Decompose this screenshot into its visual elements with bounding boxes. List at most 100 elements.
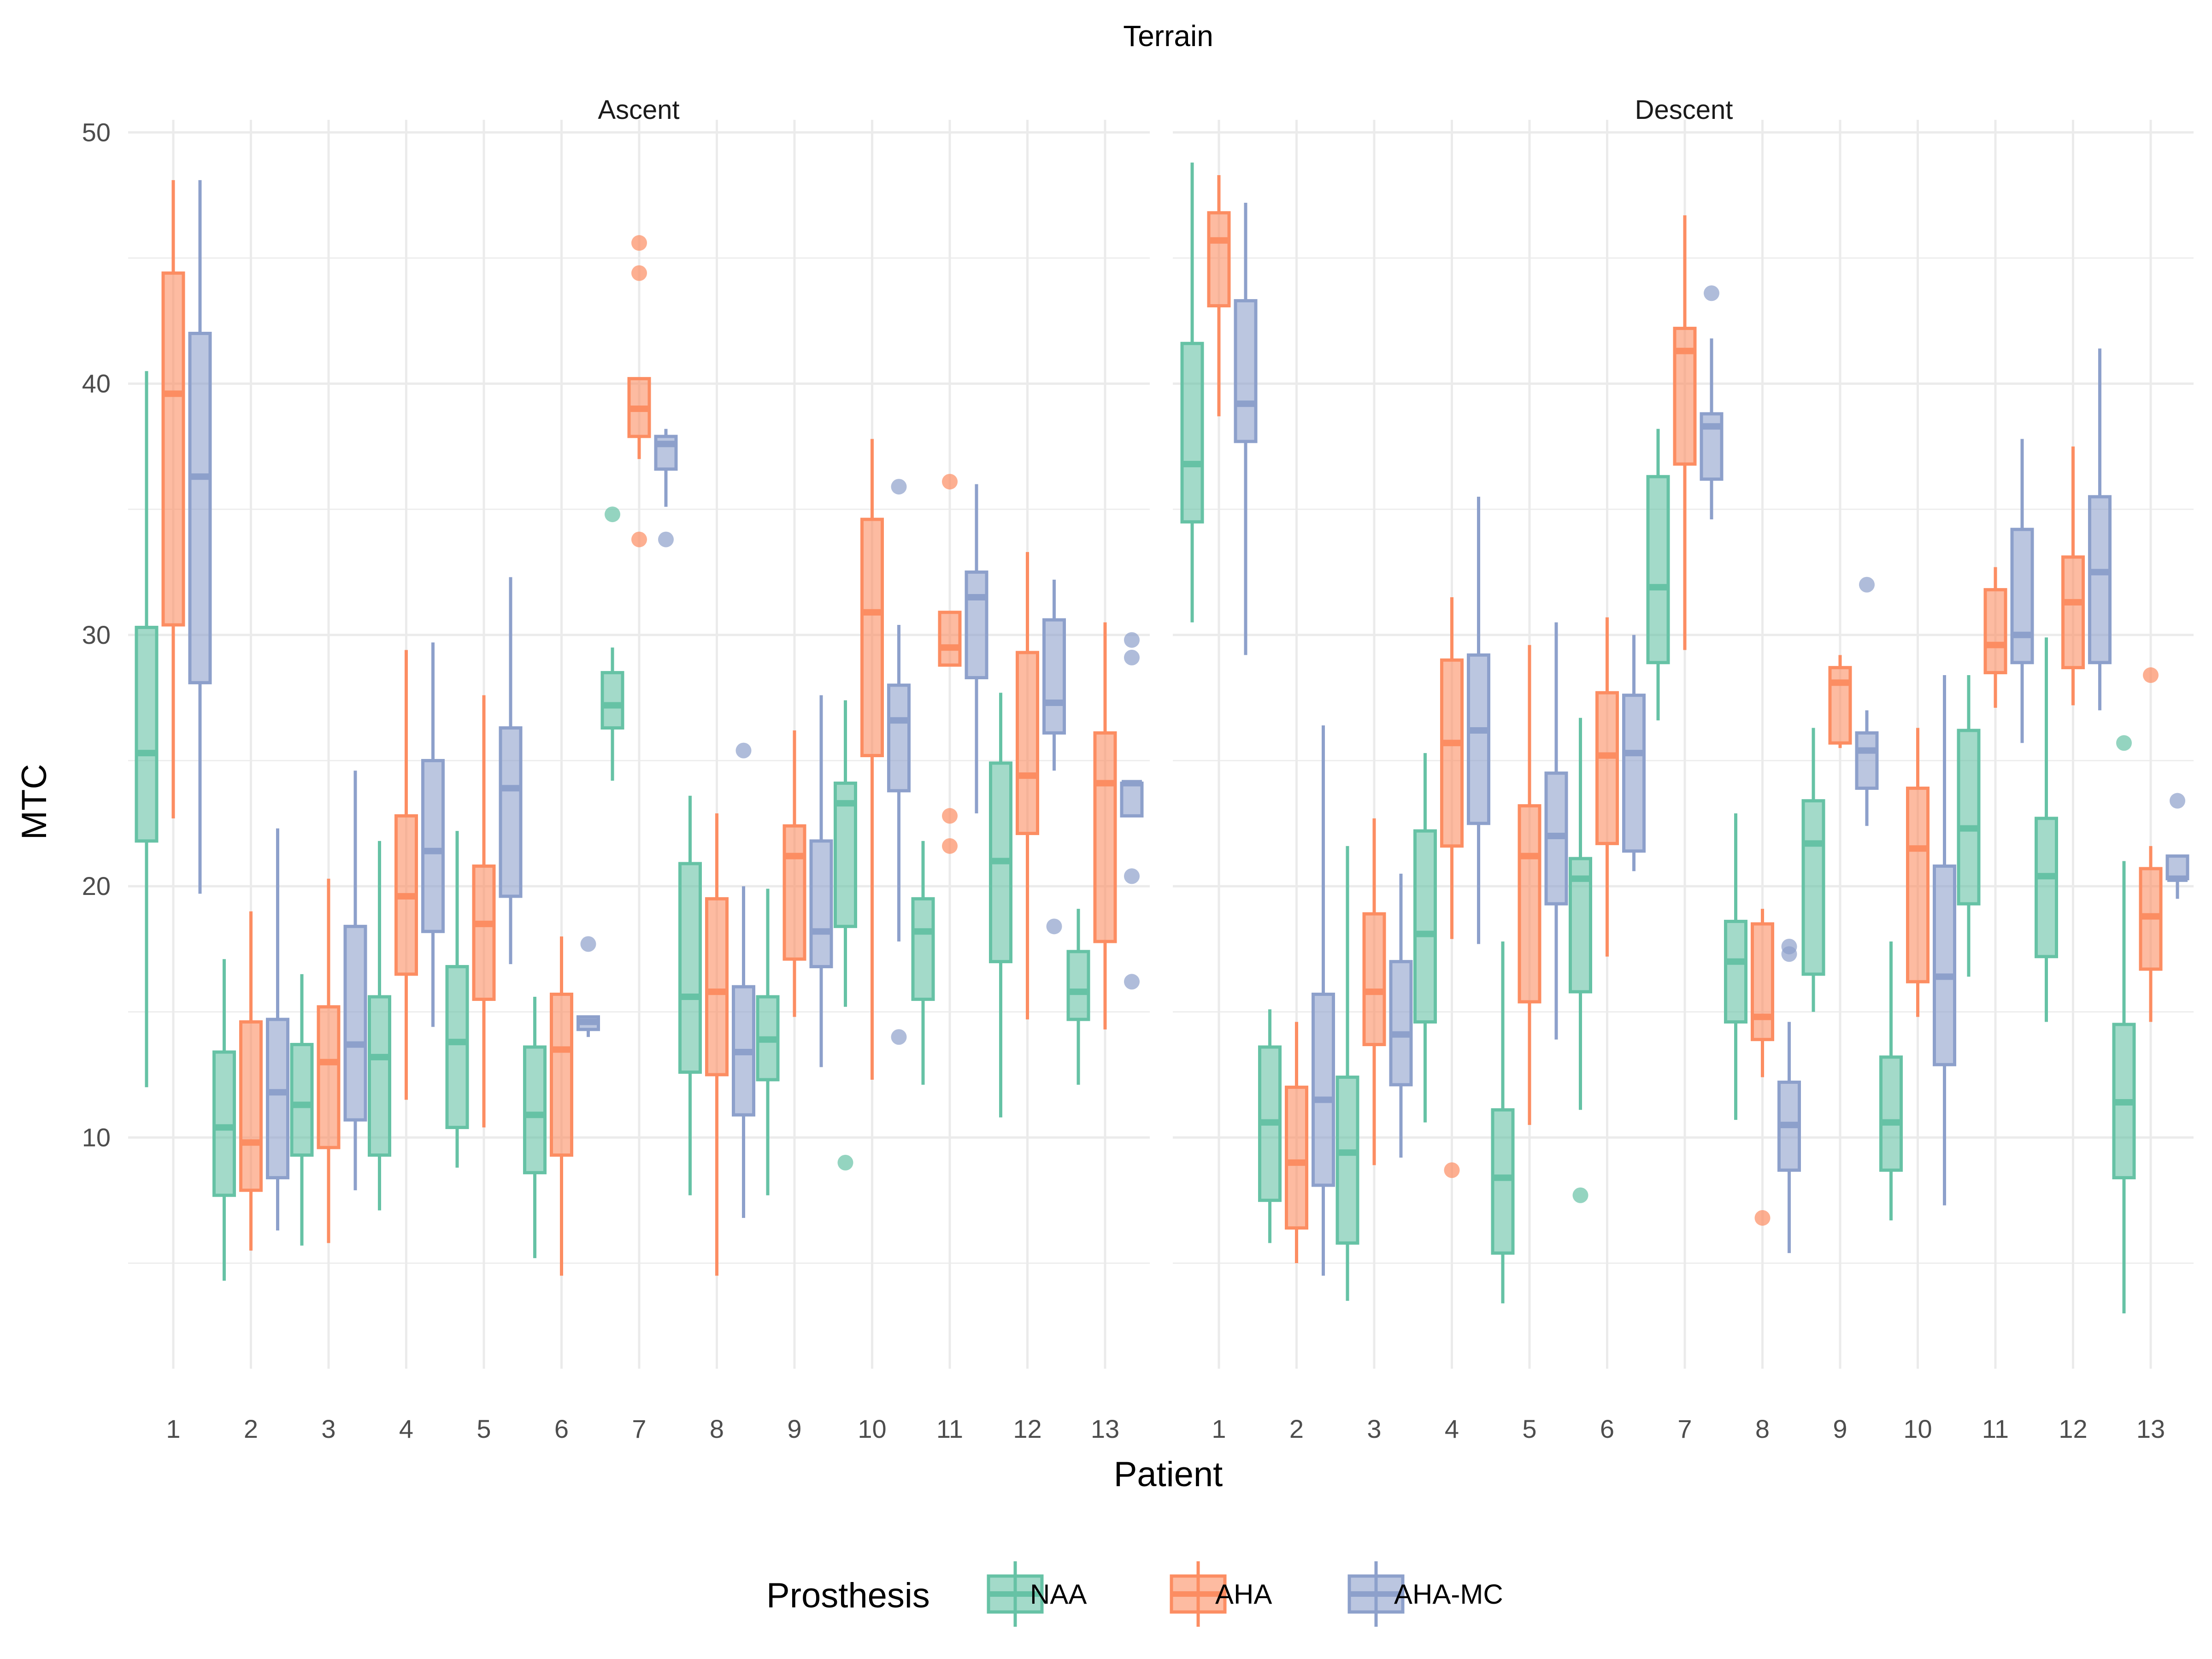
outlier-point xyxy=(1704,285,1719,301)
box-aha-mc-12 xyxy=(1042,579,1066,771)
box-body xyxy=(161,271,185,627)
x-tick-label: 2 xyxy=(244,1414,258,1443)
box-naa-4 xyxy=(1413,753,1437,1123)
box-body xyxy=(965,570,988,680)
outlier-point xyxy=(631,235,647,251)
box-naa-2 xyxy=(212,959,236,1281)
box-aha-13 xyxy=(2139,846,2163,1022)
y-tick-label: 40 xyxy=(82,369,111,398)
box-aha-mc-1 xyxy=(188,180,212,894)
y-axis-title: MTC xyxy=(15,764,54,840)
x-tick-label: 4 xyxy=(399,1414,413,1443)
box-body xyxy=(421,759,445,933)
box-body xyxy=(1724,919,1747,1024)
box-aha-4 xyxy=(1440,597,1464,939)
box-naa-4 xyxy=(368,841,391,1211)
legend-title: Prosthesis xyxy=(766,1576,930,1615)
box-aha-3 xyxy=(317,878,341,1243)
box-body xyxy=(1285,1085,1308,1230)
box-naa-5 xyxy=(1491,941,1515,1304)
box-body xyxy=(135,625,159,843)
x-tick-label: 3 xyxy=(1367,1414,1381,1443)
box-body xyxy=(368,995,391,1157)
box-aha-mc-8 xyxy=(732,886,755,1218)
y-tick-label: 10 xyxy=(82,1123,111,1152)
legend-item-naa: NAA xyxy=(987,1561,1087,1627)
x-tick-label: 9 xyxy=(787,1414,801,1443)
box-body xyxy=(1751,922,1774,1041)
box-aha-mc-3 xyxy=(343,771,367,1190)
box-naa-9 xyxy=(756,888,780,1195)
outlier-point xyxy=(1572,1187,1588,1203)
box-body xyxy=(1828,666,1852,745)
x-tick-label: 9 xyxy=(1833,1414,1847,1443)
box-body xyxy=(860,518,884,758)
panel-label: Descent xyxy=(1635,95,1733,125)
box-aha-11 xyxy=(938,611,962,667)
box-body xyxy=(2010,528,2034,665)
box-aha-mc-6 xyxy=(577,1015,600,1037)
outlier-point xyxy=(942,838,958,854)
box-naa-8 xyxy=(678,795,702,1195)
x-tick-label: 1 xyxy=(166,1414,180,1443)
box-naa-12 xyxy=(2035,637,2058,1022)
x-tick-label: 8 xyxy=(1755,1414,1770,1443)
outlier-point xyxy=(1754,1210,1771,1226)
box-aha-mc-8 xyxy=(1777,1022,1801,1253)
x-tick-label: 1 xyxy=(1212,1414,1226,1443)
box-aha-2 xyxy=(239,911,263,1251)
outlier-point xyxy=(631,265,647,281)
box-aha-mc-12 xyxy=(2088,348,2112,711)
box-body xyxy=(1413,829,1437,1024)
box-body xyxy=(1312,993,1335,1187)
box-body xyxy=(499,726,523,898)
outlier-point xyxy=(2170,793,2185,809)
box-body xyxy=(1906,786,1930,983)
outlier-point xyxy=(1124,632,1140,648)
box-body xyxy=(887,683,911,793)
box-naa-12 xyxy=(989,693,1012,1118)
box-naa-10 xyxy=(834,700,857,1007)
box-aha-mc-9 xyxy=(809,695,833,1067)
outlier-point xyxy=(1046,918,1062,935)
box-aha-6 xyxy=(550,936,573,1276)
box-body xyxy=(2061,555,2085,670)
box-body xyxy=(1801,799,1825,976)
box-aha-mc-4 xyxy=(421,642,445,1027)
box-body xyxy=(2088,495,2112,665)
outlier-point xyxy=(1444,1162,1460,1178)
box-naa-5 xyxy=(445,831,469,1168)
box-aha-9 xyxy=(782,730,806,1017)
box-naa-3 xyxy=(1335,846,1359,1301)
box-body xyxy=(212,1050,236,1197)
outlier-point xyxy=(658,531,674,547)
box-body xyxy=(1207,211,1231,308)
legend-item-aha-mc: AHA-MC xyxy=(1347,1561,1503,1627)
box-body xyxy=(445,965,469,1130)
box-aha-8 xyxy=(1751,909,1774,1077)
y-tick-label: 30 xyxy=(82,620,111,649)
box-aha-10 xyxy=(860,439,884,1080)
outlier-point xyxy=(605,506,620,523)
box-aha-mc-10 xyxy=(1933,675,1956,1206)
x-tick-label: 10 xyxy=(1903,1414,1932,1443)
box-body xyxy=(343,924,367,1122)
box-aha-8 xyxy=(705,813,729,1276)
box-aha-mc-10 xyxy=(887,624,911,942)
outlier-point xyxy=(942,474,958,490)
box-body xyxy=(1491,1108,1515,1255)
box-naa-3 xyxy=(290,974,314,1246)
box-body xyxy=(1093,731,1117,943)
box-naa-13 xyxy=(1066,909,1090,1085)
x-tick-label: 5 xyxy=(1522,1414,1536,1443)
box-naa-11 xyxy=(911,841,935,1085)
outlier-point xyxy=(580,936,596,952)
box-aha-mc-5 xyxy=(499,577,523,965)
box-aha-3 xyxy=(1362,818,1386,1165)
box-aha-12 xyxy=(1016,552,1039,1020)
x-tick-label: 8 xyxy=(710,1414,724,1443)
x-tick-label: 10 xyxy=(858,1414,886,1443)
box-naa-1 xyxy=(1180,162,1204,623)
box-body xyxy=(266,1018,289,1180)
